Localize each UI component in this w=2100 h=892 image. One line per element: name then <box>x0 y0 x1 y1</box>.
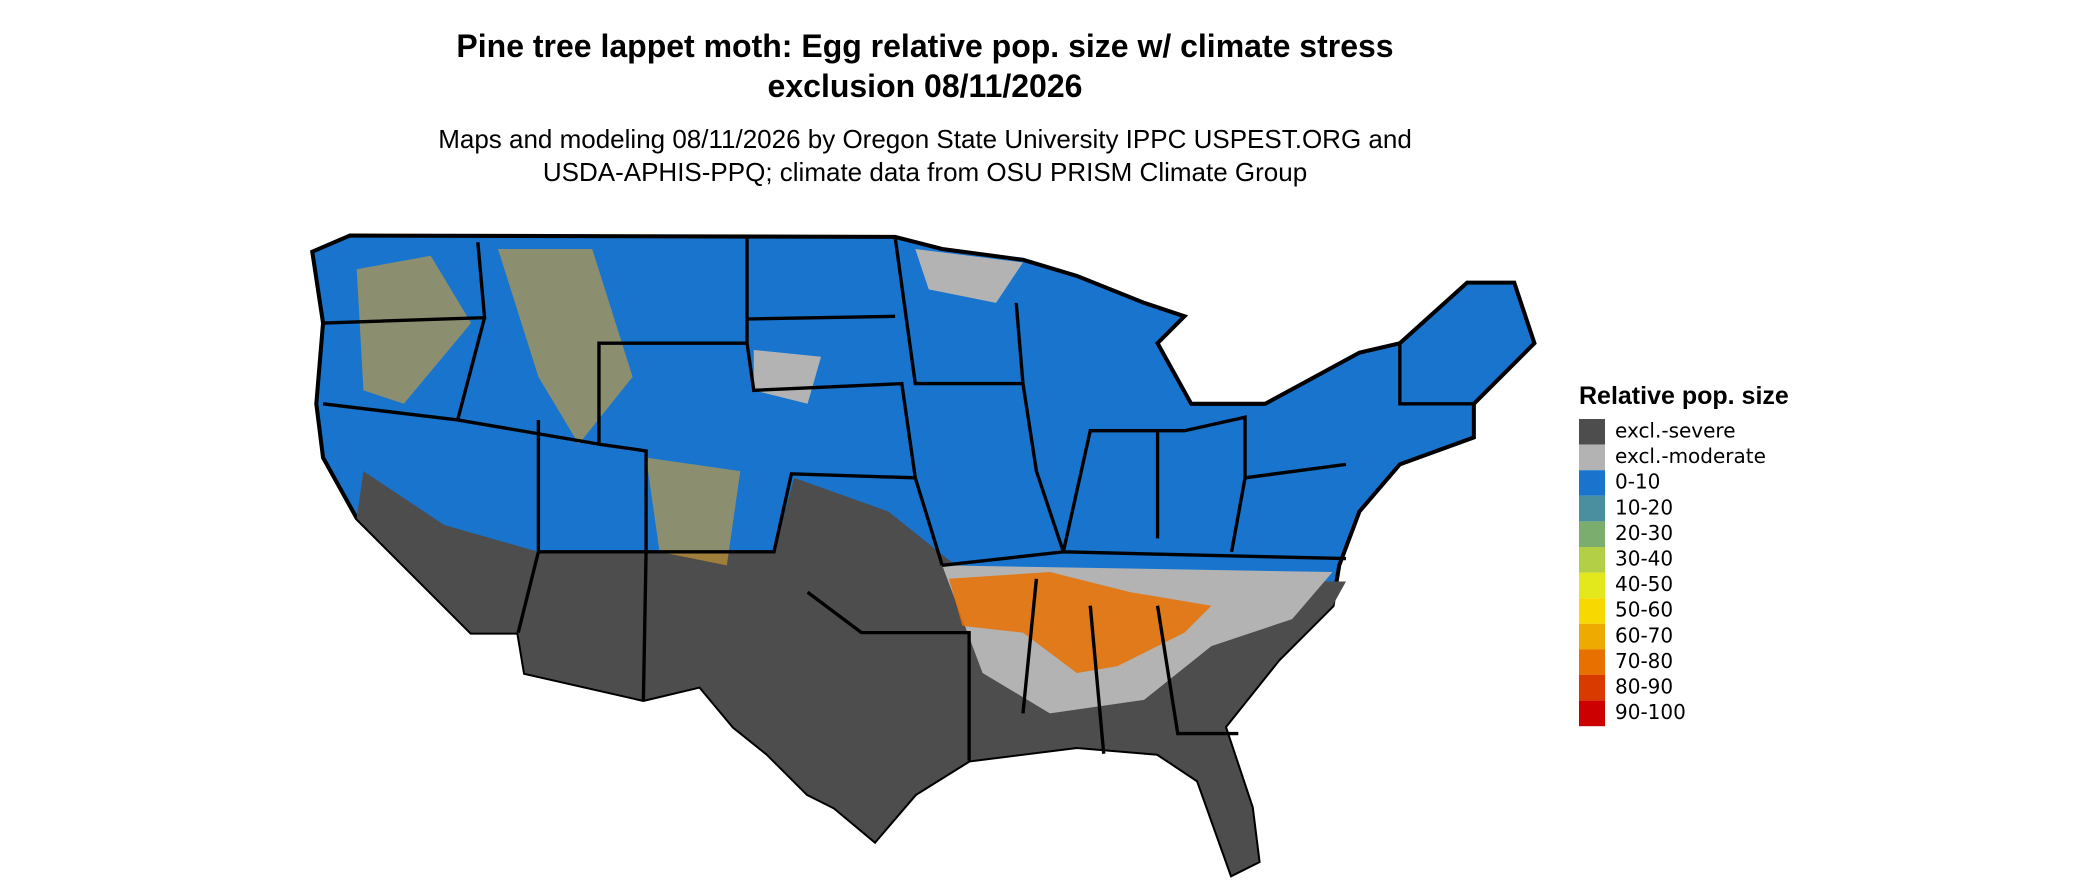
title: Pine tree lappet moth: Egg relative pop.… <box>456 28 1393 64</box>
state-borders <box>322 235 1474 761</box>
legend-label: 10-20 <box>1615 495 1673 519</box>
legend-label: 50-60 <box>1615 598 1673 622</box>
legend-label: 20-30 <box>1615 521 1673 545</box>
legend-swatch <box>1579 700 1605 727</box>
legend-label: 30-40 <box>1615 547 1673 571</box>
map <box>310 233 1537 878</box>
legend-swatch <box>1579 623 1605 650</box>
legend-swatch <box>1579 470 1605 496</box>
legend-swatch <box>1579 521 1605 547</box>
legend-label: excl.-severe <box>1615 419 1736 443</box>
legend-label: excl.-moderate <box>1615 444 1766 468</box>
legend-swatch <box>1579 649 1605 675</box>
legend-label: 80-90 <box>1615 675 1673 699</box>
legend-title: Relative pop. size <box>1579 382 1789 410</box>
legend: excl.-severeexcl.-moderate0-1010-2020-30… <box>1579 419 1766 727</box>
legend-label: 40-50 <box>1615 572 1673 596</box>
subtitle: Maps and modeling 08/11/2026 by Oregon S… <box>438 124 1412 154</box>
excluded-moderate <box>753 249 1333 714</box>
legend-swatch <box>1579 598 1605 624</box>
subtitle: USDA-APHIS-PPQ; climate data from OSU PR… <box>543 157 1307 187</box>
legend-swatch <box>1579 675 1605 701</box>
legend-swatch <box>1579 547 1605 573</box>
legend-label: 60-70 <box>1615 623 1673 647</box>
mountain-suitability <box>356 249 741 566</box>
excluded-severe <box>356 471 1346 875</box>
legend-label: 90-100 <box>1615 700 1686 724</box>
legend-swatch <box>1579 572 1605 599</box>
legend-swatch <box>1579 495 1605 522</box>
legend-label: 70-80 <box>1615 649 1673 673</box>
title: exclusion 08/11/2026 <box>768 68 1083 104</box>
legend-label: 0-10 <box>1615 470 1660 494</box>
legend-swatch <box>1579 419 1605 445</box>
legend-swatch <box>1579 444 1605 471</box>
high-suitability <box>948 572 1212 673</box>
